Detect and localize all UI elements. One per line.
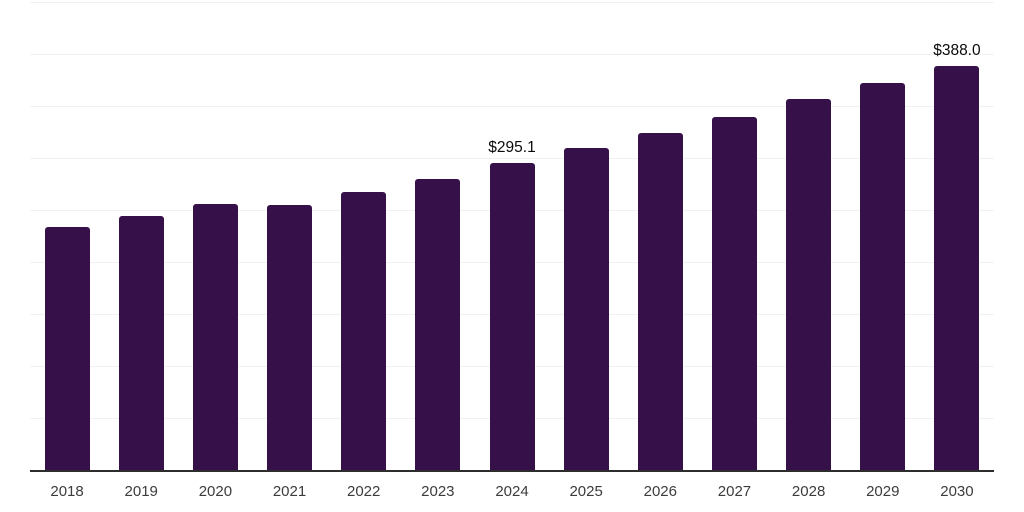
x-tick-2024: 2024	[495, 483, 529, 500]
bar-2027[interactable]	[711, 116, 757, 470]
bar-2026[interactable]	[637, 132, 683, 470]
x-tick-2019: 2019	[124, 483, 158, 500]
bar-2023[interactable]	[415, 178, 461, 470]
bar-2025[interactable]	[563, 148, 609, 470]
bar-2020[interactable]	[192, 204, 238, 470]
data-label-2024: $295.1	[488, 139, 536, 157]
bar-2024[interactable]	[489, 163, 535, 470]
bar-2028[interactable]	[786, 99, 832, 470]
x-tick-2028: 2028	[791, 483, 826, 500]
x-axis-line	[30, 470, 994, 472]
gridline-350	[30, 106, 994, 107]
x-tick-2030: 2030	[940, 483, 974, 500]
bar-2021[interactable]	[267, 205, 313, 470]
x-tick-2027: 2027	[717, 483, 752, 500]
x-tick-2023: 2023	[421, 483, 455, 500]
x-tick-2020: 2020	[198, 483, 233, 500]
gridline-400	[30, 54, 994, 55]
bar-2022[interactable]	[341, 192, 387, 470]
bar-2030[interactable]	[934, 66, 980, 470]
bar-2019[interactable]	[118, 216, 164, 470]
x-tick-2025: 2025	[569, 483, 603, 500]
data-label-2030: $388.0	[933, 42, 981, 60]
bar-2029[interactable]	[860, 82, 906, 470]
x-tick-2026: 2026	[643, 483, 677, 500]
gridline-450	[30, 2, 994, 3]
x-tick-2029: 2029	[866, 483, 900, 500]
x-tick-2018: 2018	[50, 483, 84, 500]
bar-2018[interactable]	[44, 227, 90, 470]
gridline-300	[30, 158, 994, 159]
x-tick-2021: 2021	[272, 483, 307, 500]
x-tick-2022: 2022	[347, 483, 381, 500]
